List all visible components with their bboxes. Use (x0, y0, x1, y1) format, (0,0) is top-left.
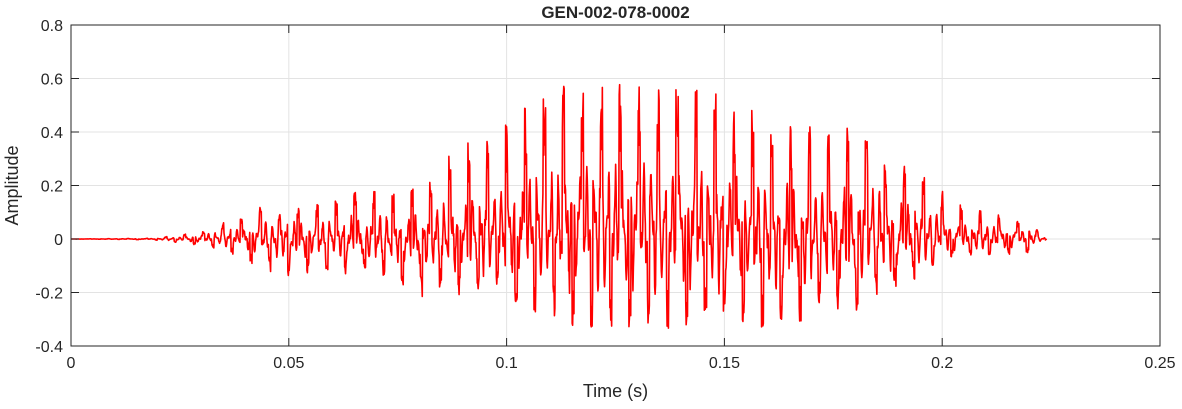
y-tick-label: -0.2 (35, 286, 63, 303)
y-tick-label: 0.8 (41, 18, 63, 35)
series-group (70, 83, 1048, 329)
y-axis-label: Amplitude (2, 145, 22, 225)
x-tick-label: 0.15 (709, 355, 740, 372)
y-axis-ticks: -0.4 -0.2 0 0.2 0.4 0.6 0.8 (35, 18, 1160, 356)
x-tick-label: 0.25 (1144, 355, 1175, 372)
series-line (70, 83, 1048, 329)
x-tick-label: 0.05 (273, 355, 304, 372)
chart-title: GEN-002-078-0002 (541, 3, 689, 22)
y-tick-label: -0.4 (35, 339, 63, 356)
x-tick-label: 0 (67, 355, 76, 372)
y-tick-label: 0 (54, 232, 63, 249)
x-axis-label: Time (s) (583, 381, 648, 401)
x-tick-label: 0.1 (495, 355, 517, 372)
x-tick-label: 0.2 (931, 355, 953, 372)
y-tick-label: 0.4 (41, 125, 63, 142)
x-axis-ticks: 0 0.05 0.1 0.15 0.2 0.25 (67, 25, 1176, 372)
y-tick-label: 0.6 (41, 72, 63, 89)
y-tick-label: 0.2 (41, 179, 63, 196)
